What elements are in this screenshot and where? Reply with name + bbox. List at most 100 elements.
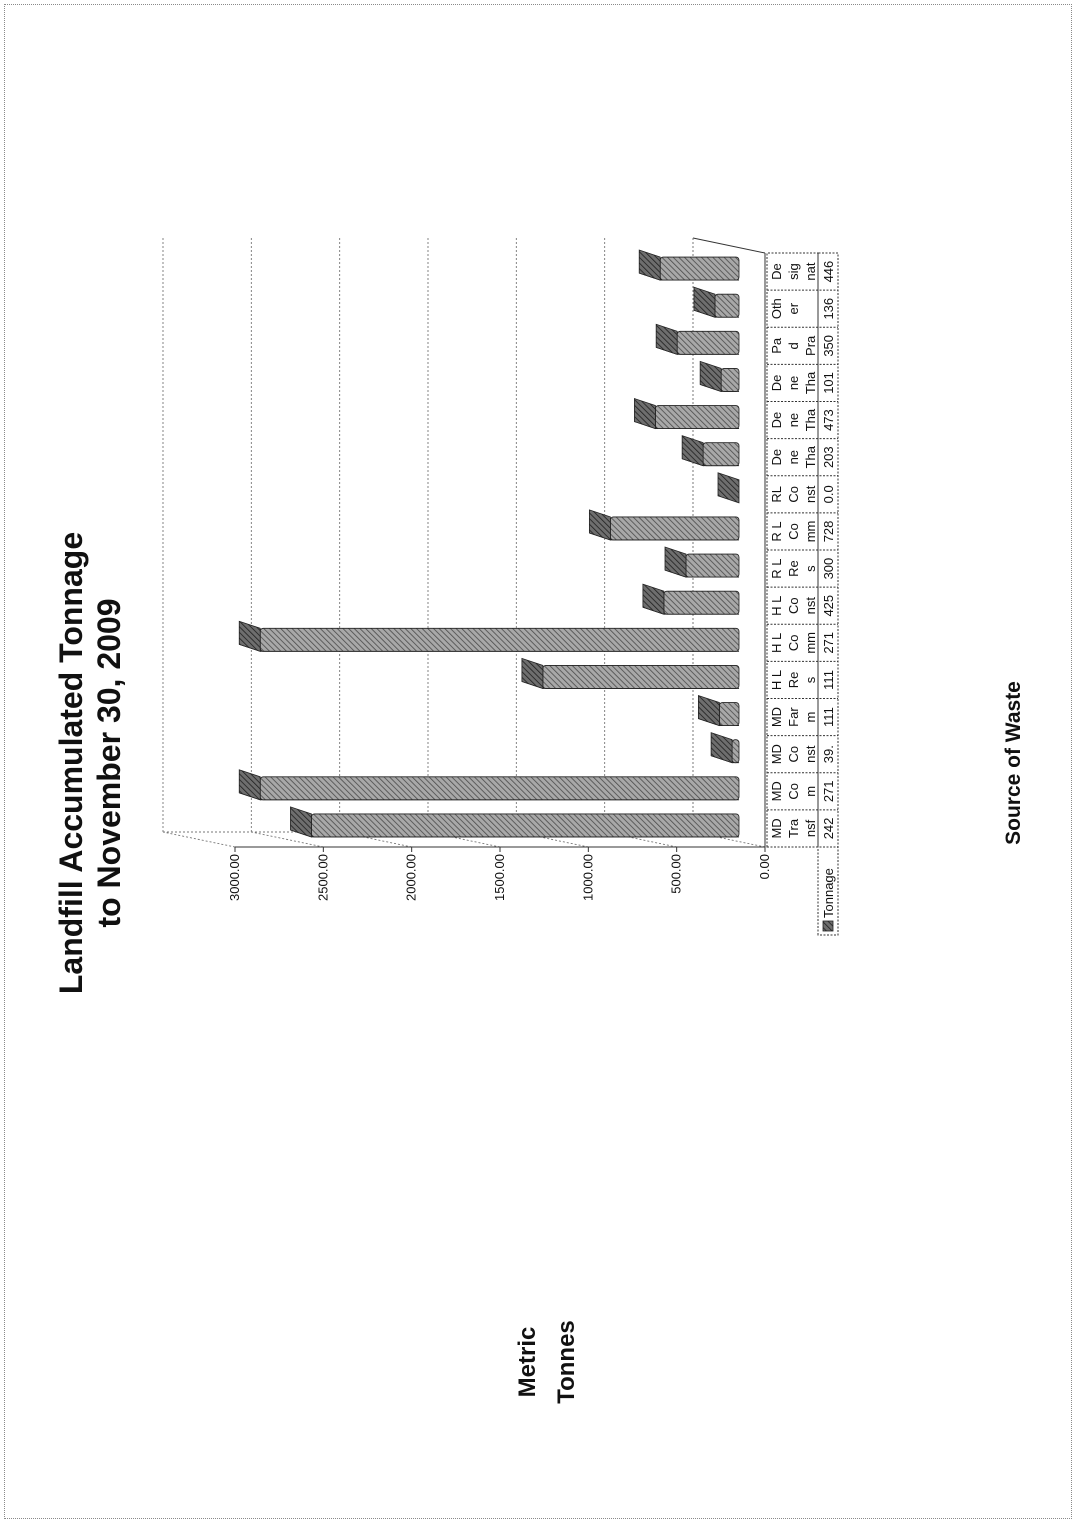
bars (238, 249, 740, 838)
category-label: Tra (786, 818, 801, 838)
bar (521, 657, 740, 690)
category-label: m (803, 786, 818, 797)
category-label: De (769, 449, 784, 466)
table-value: 350 (821, 335, 836, 357)
y-tick-label: 1500.00 (492, 854, 507, 901)
category-label: s (803, 676, 818, 683)
category-label: d (786, 342, 801, 349)
category-label: nsf (803, 819, 818, 837)
table-value: 39. (821, 745, 836, 763)
y-tick-label: 1000.00 (580, 854, 595, 901)
category-label: Co (786, 746, 801, 763)
category-label: H L (769, 596, 784, 616)
category-label: Co (786, 486, 801, 503)
y-axis-label-line1: Metric (514, 1327, 541, 1398)
legend-label: Tonnage (821, 868, 836, 918)
category-label: nst (803, 597, 818, 615)
bar (655, 323, 740, 355)
bar (238, 620, 740, 652)
bar (697, 694, 740, 727)
bar (717, 472, 740, 504)
category-label: MD (769, 781, 784, 801)
category-label: ne (786, 450, 801, 464)
category-label: Far (786, 707, 801, 727)
bar (693, 286, 740, 318)
gridline-depth (251, 831, 324, 848)
category-label: R L (769, 521, 784, 541)
bar (664, 546, 740, 578)
category-label: Re (786, 672, 801, 689)
floor-right-edge (692, 237, 766, 254)
category-label: MD (769, 707, 784, 727)
table-value: 111 (821, 707, 836, 727)
category-label: Co (786, 523, 801, 540)
category-label: Co (786, 597, 801, 614)
category-label: nst (803, 485, 818, 503)
legend-swatch (822, 920, 834, 932)
category-label: nat (803, 262, 818, 280)
table-value: 101 (821, 372, 836, 394)
bar (588, 509, 740, 541)
category-label: H L (769, 670, 784, 690)
bar (290, 806, 740, 838)
table-value: 271 (821, 780, 836, 802)
table-value: 446 (821, 261, 836, 283)
table-value: 136 (821, 298, 836, 320)
category-label: MD (769, 818, 784, 838)
category-label: R L (769, 558, 784, 578)
category-label: H L (769, 633, 784, 653)
category-label: Tha (803, 371, 818, 394)
category-label: mm (803, 521, 818, 543)
table-value: 271 (821, 632, 836, 654)
y-tick-label: 500.00 (669, 854, 684, 894)
x-axis-label: Source of Waste (1002, 681, 1025, 845)
table-value: 242 (821, 818, 836, 840)
table-value: 425 (821, 595, 836, 617)
category-label: RL (769, 486, 784, 503)
bar (699, 360, 740, 393)
table-value: 111 (821, 670, 836, 690)
category-label: nst (803, 745, 818, 763)
gridlines (162, 238, 766, 848)
category-label: ne (786, 376, 801, 390)
bar (634, 397, 740, 430)
category-label: Oth (769, 298, 784, 319)
category-label: Pra (803, 335, 818, 356)
y-tick-label: 0.00 (757, 854, 772, 879)
category-label: s (803, 565, 818, 572)
axes: 0.00 500.00 1000.00 1500.00 2000.00 2500.00 30… (163, 237, 772, 901)
bar (710, 732, 740, 764)
category-label: ne (786, 413, 801, 427)
category-label: De (769, 263, 784, 280)
category-label: m (803, 712, 818, 723)
table-value: 300 (821, 558, 836, 580)
chart-title-line2: to November 30, 2009 (91, 598, 127, 927)
category-label: Co (786, 635, 801, 652)
category-label: Pa (769, 337, 784, 354)
y-axis-label-line2: Tonnes (553, 1320, 580, 1404)
category-label: De (769, 375, 784, 392)
gridline-depth (162, 831, 236, 848)
y-tick-label: 3000.00 (227, 854, 242, 901)
bar (238, 769, 740, 801)
table-value: 728 (821, 521, 836, 543)
y-tick-label: 2000.00 (404, 854, 419, 901)
bar (681, 435, 740, 467)
category-label: Tha (803, 408, 818, 431)
y-tick-label: 2500.00 (315, 854, 330, 901)
category-label: Co (786, 783, 801, 800)
category-label: sig (786, 263, 801, 280)
bar (642, 583, 740, 615)
table-value: 473 (821, 409, 836, 431)
category-label: MD (769, 744, 784, 764)
category-label: mm (803, 632, 818, 654)
chart-title-line1: Landfill Accumulated Tonnage (53, 532, 89, 994)
category-label: De (769, 412, 784, 429)
page-border (4, 4, 1072, 1519)
category-label: er (786, 302, 801, 314)
category-label: Tha (803, 445, 818, 468)
bar (638, 249, 740, 281)
table-value-row (817, 252, 839, 936)
